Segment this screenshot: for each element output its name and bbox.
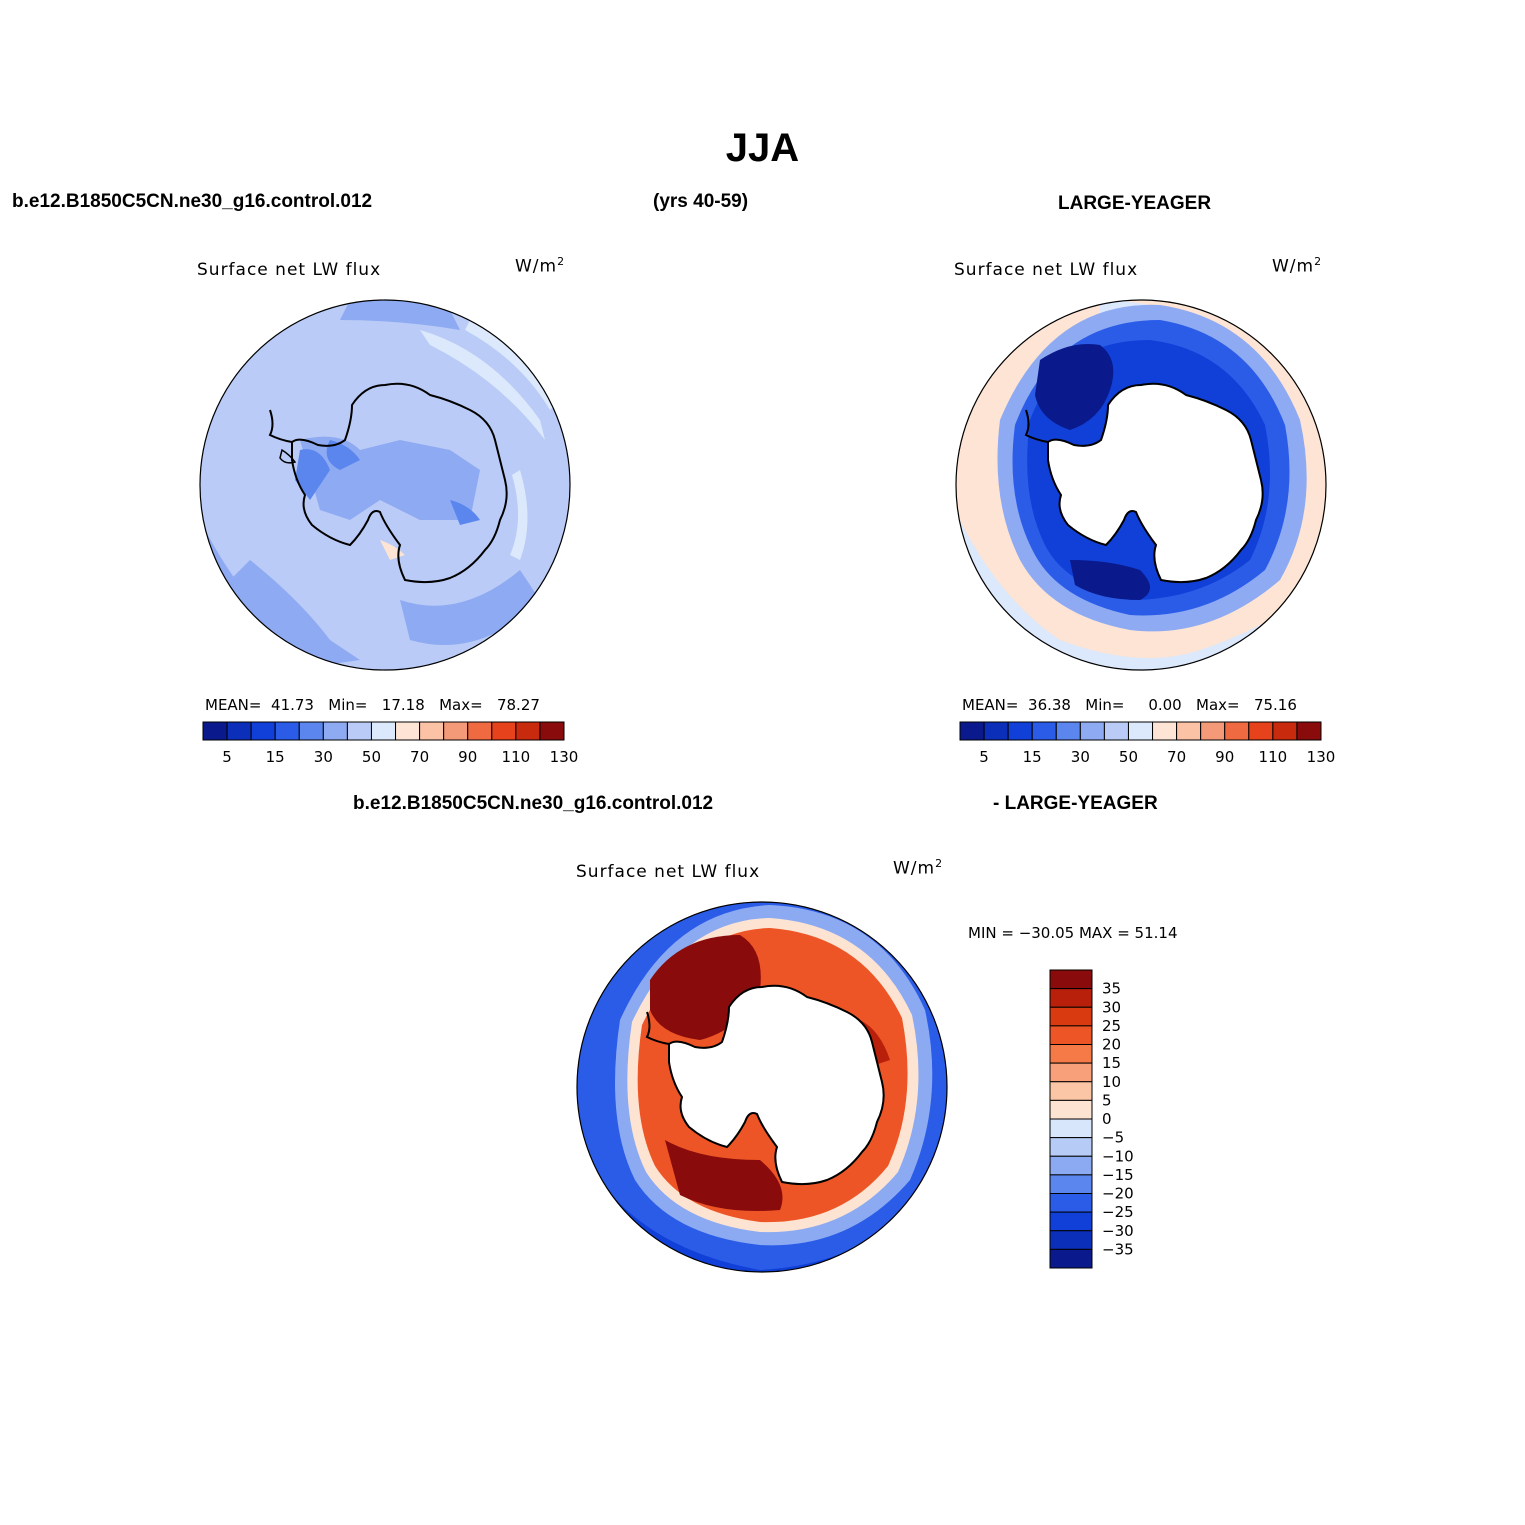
- colorbar-tick-label: 50: [1119, 748, 1138, 766]
- colorbar-swatch: [1049, 1081, 1093, 1101]
- colorbar-tick-label: 110: [1259, 748, 1288, 766]
- panel3-minmax: MIN = −30.05 MAX = 51.14: [968, 924, 1178, 942]
- colorbar-swatch: [515, 721, 541, 741]
- colorbar-tick-label: 20: [1102, 1036, 1121, 1054]
- colorbar-panel1: 5 15 30 50 70 90 110 130: [202, 721, 579, 766]
- panel1-stats: MEAN= 41.73 Min= 17.18 Max= 78.27: [205, 696, 540, 714]
- colorbar-tick-label: −25: [1102, 1203, 1134, 1221]
- colorbar-swatch: [1049, 1062, 1093, 1083]
- colorbar-tick-label: −20: [1102, 1185, 1134, 1203]
- colorbar-swatch: [1127, 721, 1154, 741]
- colorbar-panel2: 5 15 30 50 70 90 110 130: [959, 721, 1336, 766]
- colorbar-swatch: [250, 721, 276, 741]
- years-label: (yrs 40-59): [653, 191, 749, 212]
- colorbar-swatch: [1224, 721, 1250, 741]
- colorbar-swatch: [1007, 721, 1033, 741]
- colorbar-swatch: [274, 721, 300, 741]
- colorbar-tick-label: 70: [1167, 748, 1186, 766]
- colorbar-swatch: [1049, 1044, 1093, 1064]
- panel2-units: W/m2: [1272, 255, 1323, 277]
- colorbar-swatch: [1176, 721, 1202, 741]
- colorbar-tick-label: 110: [502, 748, 531, 766]
- colorbar-tick-label: 130: [550, 748, 579, 766]
- panel1-map: [199, 299, 571, 671]
- colorbar-tick-label: −10: [1102, 1147, 1134, 1165]
- colorbar-swatch: [1049, 1248, 1093, 1269]
- colorbar-swatch: [1049, 1230, 1093, 1250]
- colorbar-tick-label: 35: [1102, 980, 1121, 998]
- colorbar-swatch: [1049, 1006, 1093, 1027]
- colorbar-tick-label: −15: [1102, 1166, 1134, 1184]
- colorbar-tick-label: 15: [1023, 748, 1042, 766]
- colorbar-swatch: [1049, 1193, 1093, 1213]
- colorbar-swatch: [1296, 721, 1322, 741]
- colorbar-swatch: [298, 721, 324, 741]
- colorbar-tick-label: 30: [1102, 998, 1121, 1016]
- colorbar-swatch: [370, 721, 397, 741]
- panel2-stats: MEAN= 36.38 Min= 0.00 Max= 75.16: [962, 696, 1297, 714]
- diff-case-label: b.e12.B1850C5CN.ne30_g16.control.012: [353, 793, 714, 814]
- colorbar-swatch: [419, 721, 445, 741]
- figure-title: JJA: [725, 126, 800, 170]
- colorbar-tick-label: 30: [1071, 748, 1090, 766]
- diff-obs-label: - LARGE-YEAGER: [993, 793, 1158, 814]
- colorbar-swatch: [539, 721, 565, 741]
- colorbar-swatch: [1049, 1025, 1093, 1045]
- obs-name-label: LARGE-YEAGER: [1058, 193, 1212, 214]
- colorbar-tick-label: 10: [1102, 1073, 1121, 1091]
- panel1-title: Surface net LW flux: [197, 260, 382, 280]
- colorbar-swatch: [1049, 1174, 1093, 1194]
- colorbar-swatch: [959, 721, 985, 741]
- colorbar-swatch: [1248, 721, 1274, 741]
- panel2-map: [955, 299, 1327, 671]
- colorbar-swatch: [467, 721, 493, 741]
- colorbar-tick-label: −5: [1102, 1129, 1124, 1147]
- colorbar-tick-label: −30: [1102, 1222, 1134, 1240]
- colorbar-swatch: [1103, 721, 1129, 741]
- colorbar-tick-label: 5: [1102, 1091, 1112, 1109]
- colorbar-tick-label: 70: [410, 748, 429, 766]
- colorbar-tick-label: 0: [1102, 1110, 1112, 1128]
- colorbar-tick-label: 90: [458, 748, 477, 766]
- colorbar-tick-label: 50: [362, 748, 381, 766]
- colorbar-swatch: [1049, 988, 1093, 1008]
- colorbar-swatch: [1055, 721, 1081, 741]
- colorbar-tick-label: 5: [222, 748, 232, 766]
- colorbar-swatch: [1049, 1118, 1093, 1139]
- colorbar-swatch: [1049, 1099, 1093, 1120]
- colorbar-swatch: [1049, 1137, 1093, 1157]
- panel2-title: Surface net LW flux: [954, 260, 1139, 280]
- panel3-map: [576, 901, 948, 1273]
- colorbar-tick-label: 15: [266, 748, 285, 766]
- case-name-label: b.e12.B1850C5CN.ne30_g16.control.012: [12, 191, 373, 212]
- colorbar-swatch: [346, 721, 372, 741]
- colorbar-tick-label: 30: [314, 748, 333, 766]
- colorbar-tick-label: 130: [1307, 748, 1336, 766]
- colorbar-tick-label: 90: [1215, 748, 1234, 766]
- colorbar-tick-label: 5: [979, 748, 989, 766]
- colorbar-swatch: [1079, 721, 1105, 741]
- panel1-units: W/m2: [515, 255, 566, 277]
- colorbar-swatch: [1049, 969, 1093, 990]
- colorbar-tick-label: 25: [1102, 1017, 1121, 1035]
- colorbar-swatch: [1272, 721, 1298, 741]
- panel3-units: W/m2: [893, 857, 944, 879]
- colorbar-tick-label: 15: [1102, 1054, 1121, 1072]
- colorbar-swatch: [1049, 1211, 1093, 1232]
- panel3-title: Surface net LW flux: [576, 862, 761, 882]
- colorbar-swatch: [1152, 721, 1178, 741]
- colorbar-swatch: [395, 721, 421, 741]
- colorbar-swatch: [983, 721, 1009, 741]
- colorbar-swatch: [322, 721, 348, 741]
- colorbar-swatch: [1200, 721, 1226, 741]
- colorbar-swatch: [1031, 721, 1057, 741]
- colorbar-swatch: [491, 721, 517, 741]
- colorbar-swatch: [202, 721, 228, 741]
- colorbar-tick-label: −35: [1102, 1240, 1134, 1258]
- colorbar-swatch: [1049, 1155, 1093, 1176]
- colorbar-swatch: [226, 721, 252, 741]
- colorbar-swatch: [443, 721, 469, 741]
